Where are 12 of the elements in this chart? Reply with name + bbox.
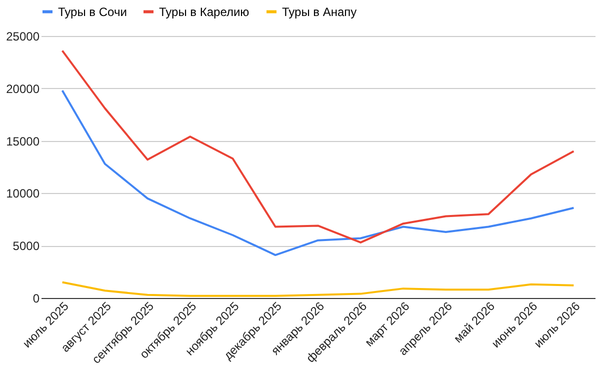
y-tick-label: 15000 xyxy=(6,134,40,148)
line-series xyxy=(61,50,575,244)
line-series xyxy=(61,281,575,297)
legend-label: Туры в Анапу xyxy=(282,4,357,19)
legend-label: Туры в Карелию xyxy=(159,4,250,19)
y-tick-label: 5000 xyxy=(12,239,40,254)
y-tick-label: 10000 xyxy=(6,186,40,201)
y-tick-label: 25000 xyxy=(6,30,40,44)
line-series xyxy=(61,89,575,256)
y-tick-label: 20000 xyxy=(6,82,40,96)
y-tick-label: 0 xyxy=(32,292,40,306)
legend-label: Туры в Сочи xyxy=(58,4,127,19)
